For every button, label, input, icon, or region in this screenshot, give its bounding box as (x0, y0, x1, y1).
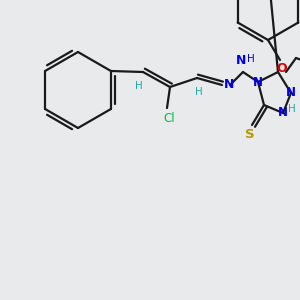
Text: N: N (253, 76, 263, 88)
Text: Cl: Cl (163, 112, 175, 124)
Text: H: H (195, 87, 203, 97)
Text: H: H (288, 104, 296, 114)
Text: H: H (135, 81, 143, 91)
Text: O: O (277, 61, 287, 74)
Text: S: S (245, 128, 255, 142)
Text: H: H (247, 54, 255, 64)
Text: N: N (236, 53, 246, 67)
Text: N: N (224, 77, 234, 91)
Text: N: N (278, 106, 288, 119)
Text: N: N (286, 86, 296, 100)
